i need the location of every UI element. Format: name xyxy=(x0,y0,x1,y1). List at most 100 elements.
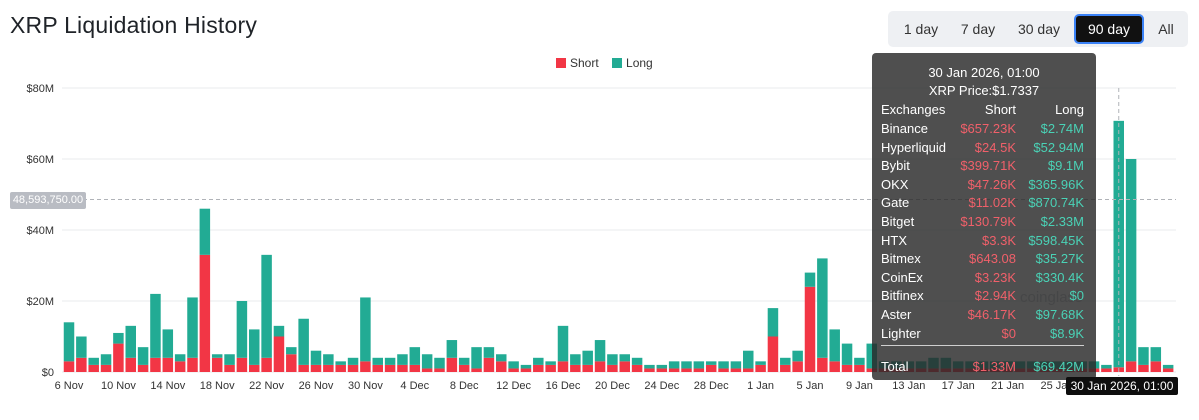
short-bar[interactable] xyxy=(804,286,816,372)
long-bar[interactable] xyxy=(211,354,223,358)
short-bar[interactable] xyxy=(150,357,161,372)
short-bar[interactable] xyxy=(421,368,433,372)
long-bar[interactable] xyxy=(360,297,371,362)
long-bar[interactable] xyxy=(582,350,593,365)
long-bar[interactable] xyxy=(607,354,618,365)
long-bar[interactable] xyxy=(681,361,692,369)
long-bar[interactable] xyxy=(113,332,124,344)
long-bar[interactable] xyxy=(557,325,569,362)
short-bar[interactable] xyxy=(681,368,692,372)
long-bar[interactable] xyxy=(347,357,359,365)
long-bar[interactable] xyxy=(767,308,779,337)
long-bar[interactable] xyxy=(570,354,581,365)
short-bar[interactable] xyxy=(854,364,865,372)
long-bar[interactable] xyxy=(483,347,495,358)
long-bar[interactable] xyxy=(446,340,458,358)
legend-short[interactable]: Short xyxy=(556,56,599,70)
long-bar[interactable] xyxy=(471,347,482,369)
long-bar[interactable] xyxy=(1150,347,1162,362)
long-bar[interactable] xyxy=(841,343,853,365)
long-bar[interactable] xyxy=(199,208,211,255)
long-bar[interactable] xyxy=(743,350,754,369)
short-bar[interactable] xyxy=(446,357,458,372)
short-bar[interactable] xyxy=(508,368,519,372)
short-bar[interactable] xyxy=(1101,368,1112,372)
long-bar[interactable] xyxy=(718,361,729,369)
long-bar[interactable] xyxy=(792,350,803,362)
short-bar[interactable] xyxy=(273,336,285,373)
long-bar[interactable] xyxy=(137,347,149,365)
long-bar[interactable] xyxy=(458,357,470,365)
range-7-day-button[interactable]: 7 day xyxy=(960,21,996,37)
short-bar[interactable] xyxy=(76,357,87,372)
long-bar[interactable] xyxy=(533,357,544,365)
long-bar[interactable] xyxy=(1138,347,1149,365)
long-bar[interactable] xyxy=(236,301,248,358)
short-bar[interactable] xyxy=(125,357,137,372)
short-bar[interactable] xyxy=(693,368,705,372)
long-bar[interactable] xyxy=(224,354,235,365)
short-bar[interactable] xyxy=(607,364,618,372)
short-bar[interactable] xyxy=(88,364,99,372)
long-bar[interactable] xyxy=(409,347,421,365)
long-bar[interactable] xyxy=(668,361,680,369)
short-bar[interactable] xyxy=(755,364,766,372)
short-bar[interactable] xyxy=(310,364,322,372)
long-bar[interactable] xyxy=(261,254,272,358)
long-bar[interactable] xyxy=(1101,364,1112,369)
long-bar[interactable] xyxy=(755,361,766,365)
short-bar[interactable] xyxy=(557,361,569,372)
long-bar[interactable] xyxy=(693,361,705,369)
long-bar[interactable] xyxy=(150,293,161,358)
long-bar[interactable] xyxy=(631,357,643,365)
long-bar[interactable] xyxy=(397,354,408,365)
long-bar[interactable] xyxy=(804,272,816,287)
short-bar[interactable] xyxy=(841,364,853,372)
long-bar[interactable] xyxy=(249,329,260,365)
short-bar[interactable] xyxy=(372,364,384,372)
short-bar[interactable] xyxy=(829,361,840,372)
long-bar[interactable] xyxy=(619,354,631,362)
long-bar[interactable] xyxy=(384,357,396,365)
short-bar[interactable] xyxy=(631,364,643,372)
short-bar[interactable] xyxy=(458,364,470,372)
long-bar[interactable] xyxy=(545,361,556,365)
long-bar[interactable] xyxy=(174,354,186,362)
short-bar[interactable] xyxy=(360,361,371,372)
short-bar[interactable] xyxy=(298,364,309,372)
short-bar[interactable] xyxy=(656,368,668,372)
short-bar[interactable] xyxy=(137,364,149,372)
short-bar[interactable] xyxy=(545,364,556,372)
short-bar[interactable] xyxy=(520,368,532,372)
short-bar[interactable] xyxy=(570,364,581,372)
short-bar[interactable] xyxy=(594,361,606,372)
short-bar[interactable] xyxy=(1150,361,1162,372)
range-90-day-button[interactable]: 90 day xyxy=(1074,14,1144,44)
short-bar[interactable] xyxy=(668,368,680,372)
long-bar[interactable] xyxy=(76,336,87,358)
range-all-button[interactable]: All xyxy=(1158,21,1174,37)
short-bar[interactable] xyxy=(174,361,186,372)
range-1-day-button[interactable]: 1 day xyxy=(903,21,939,37)
short-bar[interactable] xyxy=(347,364,359,372)
long-bar[interactable] xyxy=(88,357,99,365)
long-bar[interactable] xyxy=(63,322,75,362)
long-bar[interactable] xyxy=(829,329,840,362)
long-bar[interactable] xyxy=(1125,159,1137,362)
short-bar[interactable] xyxy=(817,357,828,372)
short-bar[interactable] xyxy=(582,364,593,372)
short-bar[interactable] xyxy=(1125,361,1137,372)
long-bar[interactable] xyxy=(594,340,606,362)
long-bar[interactable] xyxy=(866,343,878,369)
short-bar[interactable] xyxy=(743,368,754,372)
long-bar[interactable] xyxy=(335,361,346,365)
long-bar[interactable] xyxy=(644,364,655,369)
short-bar[interactable] xyxy=(63,361,75,372)
long-bar[interactable] xyxy=(125,325,137,358)
long-bar[interactable] xyxy=(508,361,519,369)
short-bar[interactable] xyxy=(261,357,272,372)
short-bar[interactable] xyxy=(249,364,260,372)
short-bar[interactable] xyxy=(471,368,482,372)
long-bar[interactable] xyxy=(780,357,791,365)
